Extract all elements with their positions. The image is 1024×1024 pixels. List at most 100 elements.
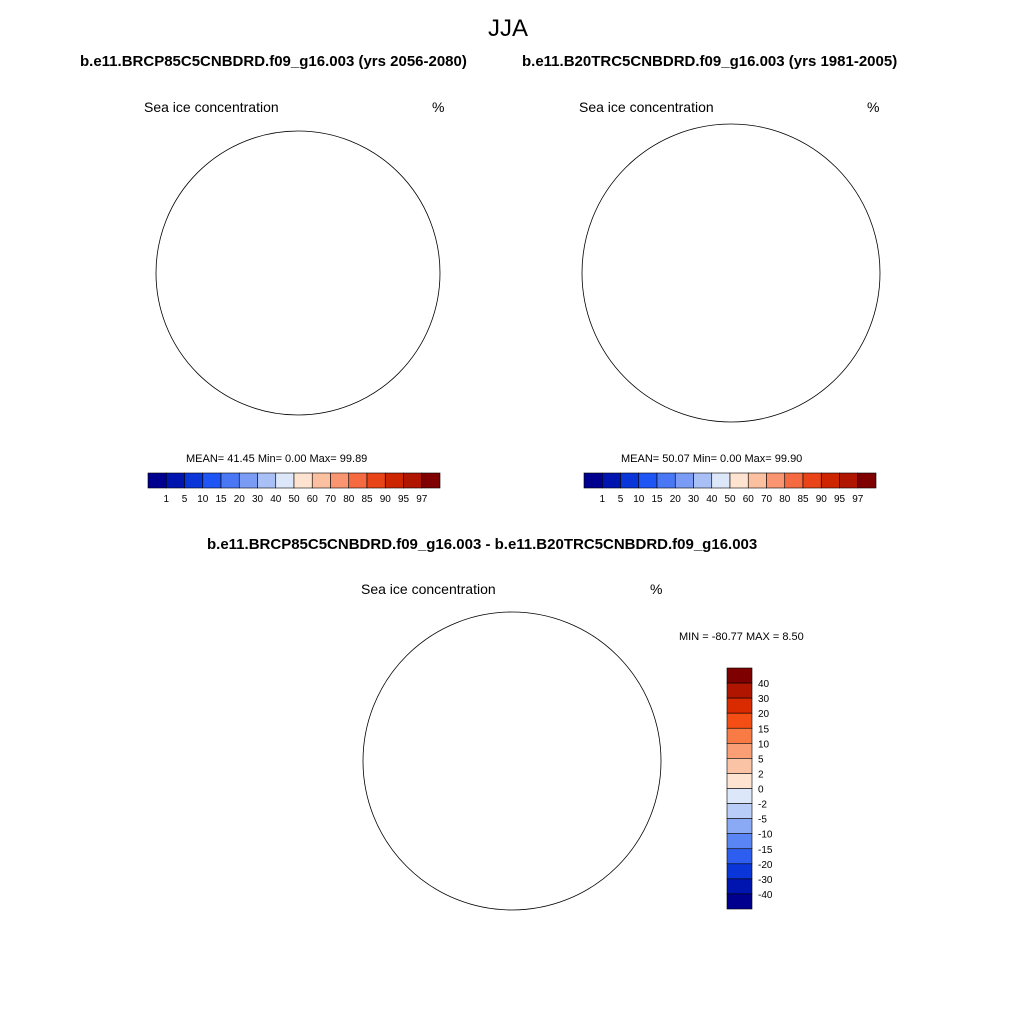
diff-colorbar-tick-label: 20 <box>758 709 770 720</box>
diff-colorbar-swatch <box>726 788 753 804</box>
panel1-colorbar-tick-label: 95 <box>398 494 410 505</box>
panel1-units-label: % <box>432 99 445 115</box>
panel2-colorbar-swatch <box>583 472 603 489</box>
panel1-colorbar-tick-label: 5 <box>182 494 188 505</box>
panel1-colorbar: 1 5 10 15 20 30 40 50 60 70 80 85 90 95 97 <box>147 472 441 505</box>
panel1-colorbar-swatch <box>202 472 222 489</box>
diff-colorbar-swatch <box>726 818 753 834</box>
diff-colorbar-tick-label: 30 <box>758 694 770 705</box>
panel2-colorbar-swatch <box>766 472 786 489</box>
panel1-colorbar-tick-label: 60 <box>307 494 319 505</box>
panel2-colorbar-tick-label: 95 <box>834 494 846 505</box>
diff-colorbar-tick-label: 40 <box>758 679 770 690</box>
diff-colorbar-swatch <box>726 833 753 850</box>
panel2-colorbar-tick-label: 20 <box>670 494 682 505</box>
panel2-colorbar-swatch <box>656 472 676 489</box>
panel1-colorbar-tick-label: 50 <box>288 494 300 505</box>
diff-variable-label: Sea ice concentration <box>361 581 496 597</box>
diff-colorbar-tick-label: 0 <box>758 785 764 796</box>
panel1-colorbar-swatch <box>275 472 295 489</box>
panel1-title: b.e11.BRCP85C5CNBDRD.f09_g16.003 (yrs 20… <box>80 53 467 70</box>
panel2-map <box>581 123 881 423</box>
panel2-colorbar-tick-label: 40 <box>706 494 718 505</box>
diff-colorbar-swatch <box>726 893 753 910</box>
diff-colorbar-swatch <box>726 667 753 684</box>
panel1-colorbar-tick-label: 20 <box>234 494 246 505</box>
panel2-colorbar-tick-label: 80 <box>779 494 791 505</box>
panel1-colorbar-tick-label: 10 <box>197 494 209 505</box>
panel2-colorbar-swatch <box>747 472 767 489</box>
panel2-colorbar-tick-label: 85 <box>797 494 809 505</box>
panel2-colorbar-swatch <box>820 472 840 489</box>
panel1-colorbar-tick-label: 90 <box>380 494 392 505</box>
panel1-colorbar-tick-label: 1 <box>163 494 169 505</box>
panel1-colorbar-tick-label: 40 <box>270 494 282 505</box>
diff-colorbar-tick-label: -5 <box>758 815 767 826</box>
panel2-colorbar-swatch <box>601 472 621 489</box>
panel1-colorbar-swatch <box>403 472 423 489</box>
panel2-colorbar-tick-label: 10 <box>633 494 645 505</box>
diff-colorbar-swatch <box>726 712 753 729</box>
diff-colorbar-tick-label: -30 <box>758 875 773 886</box>
diff-units-label: % <box>650 581 663 597</box>
panel1-colorbar-tick-label: 85 <box>361 494 373 505</box>
panel2-colorbar-tick-label: 1 <box>599 494 605 505</box>
panel1-colorbar-tick-label: 97 <box>416 494 428 505</box>
panel2-colorbar-tick-label: 90 <box>816 494 828 505</box>
panel1-variable-label: Sea ice concentration <box>144 99 279 115</box>
diff-colorbar-tick-label: 2 <box>758 769 764 780</box>
panel1-colorbar-swatch <box>238 472 258 489</box>
diff-colorbar-tick-label: 10 <box>758 739 770 750</box>
diff-colorbar-swatch <box>726 863 753 880</box>
panel2-colorbar-tick-label: 97 <box>852 494 864 505</box>
panel2-colorbar-swatch <box>784 472 804 489</box>
diff-colorbar-swatch <box>726 878 753 895</box>
panel1-stats: MEAN= 41.45 Min= 0.00 Max= 99.89 <box>186 453 368 465</box>
diff-colorbar-tick-label: -10 <box>758 830 773 841</box>
panel2-title: b.e11.B20TRC5CNBDRD.f09_g16.003 (yrs 198… <box>522 53 898 70</box>
panel2-colorbar-swatch <box>693 472 713 489</box>
panel1-colorbar-tick-label: 15 <box>215 494 227 505</box>
diff-colorbar-tick-label: -20 <box>758 860 773 871</box>
panel1-colorbar-swatch <box>220 472 240 489</box>
panel1-colorbar-swatch <box>384 472 404 489</box>
panel1-colorbar-tick-label: 30 <box>252 494 264 505</box>
panel2-colorbar-tick-label: 50 <box>724 494 736 505</box>
diff-colorbar-tick-label: -2 <box>758 800 767 811</box>
panel2-colorbar-swatch <box>839 472 859 489</box>
diff-colorbar-swatch <box>726 682 753 699</box>
panel1-colorbar-swatch <box>311 472 331 489</box>
diff-colorbar-tick-label: -40 <box>758 890 773 901</box>
diff-colorbar-swatch <box>726 773 753 789</box>
diff-panel-title: b.e11.BRCP85C5CNBDRD.f09_g16.003 - b.e11… <box>207 536 758 553</box>
panel2-colorbar-swatch <box>729 472 749 489</box>
panel1-map <box>155 130 441 416</box>
panel2-colorbar-swatch <box>802 472 822 489</box>
panel1-colorbar-swatch <box>366 472 386 489</box>
diff-colorbar-swatch <box>726 758 753 774</box>
panel2-stats: MEAN= 50.07 Min= 0.00 Max= 99.90 <box>621 453 803 465</box>
panel2-colorbar-tick-label: 70 <box>761 494 773 505</box>
diff-colorbar-swatch <box>726 697 753 714</box>
panel2-variable-label: Sea ice concentration <box>579 99 714 115</box>
panel1-colorbar-swatch <box>421 472 441 489</box>
panel2-colorbar: 1 5 10 15 20 30 40 50 60 70 80 85 90 95 97 <box>583 472 877 505</box>
panel1-colorbar-tick-label: 70 <box>325 494 337 505</box>
panel1-colorbar-swatch <box>348 472 368 489</box>
diff-colorbar-tick-label: 5 <box>758 754 764 765</box>
panel1-colorbar-swatch <box>184 472 204 489</box>
diff-minmax: MIN = -80.77 MAX = 8.50 <box>679 631 804 643</box>
panel2-colorbar-tick-label: 5 <box>618 494 624 505</box>
panel2-colorbar-tick-label: 60 <box>743 494 755 505</box>
panel2-colorbar-swatch <box>620 472 640 489</box>
panel2-colorbar-swatch <box>638 472 658 489</box>
panel2-colorbar-swatch <box>711 472 731 489</box>
diff-colorbar-swatch <box>726 803 753 819</box>
diff-colorbar-swatch <box>726 848 753 865</box>
panel2-colorbar-tick-label: 15 <box>651 494 663 505</box>
panel1-colorbar-swatch <box>257 472 277 489</box>
panel1-colorbar-tick-label: 80 <box>343 494 355 505</box>
panel2-colorbar-tick-label: 30 <box>688 494 700 505</box>
